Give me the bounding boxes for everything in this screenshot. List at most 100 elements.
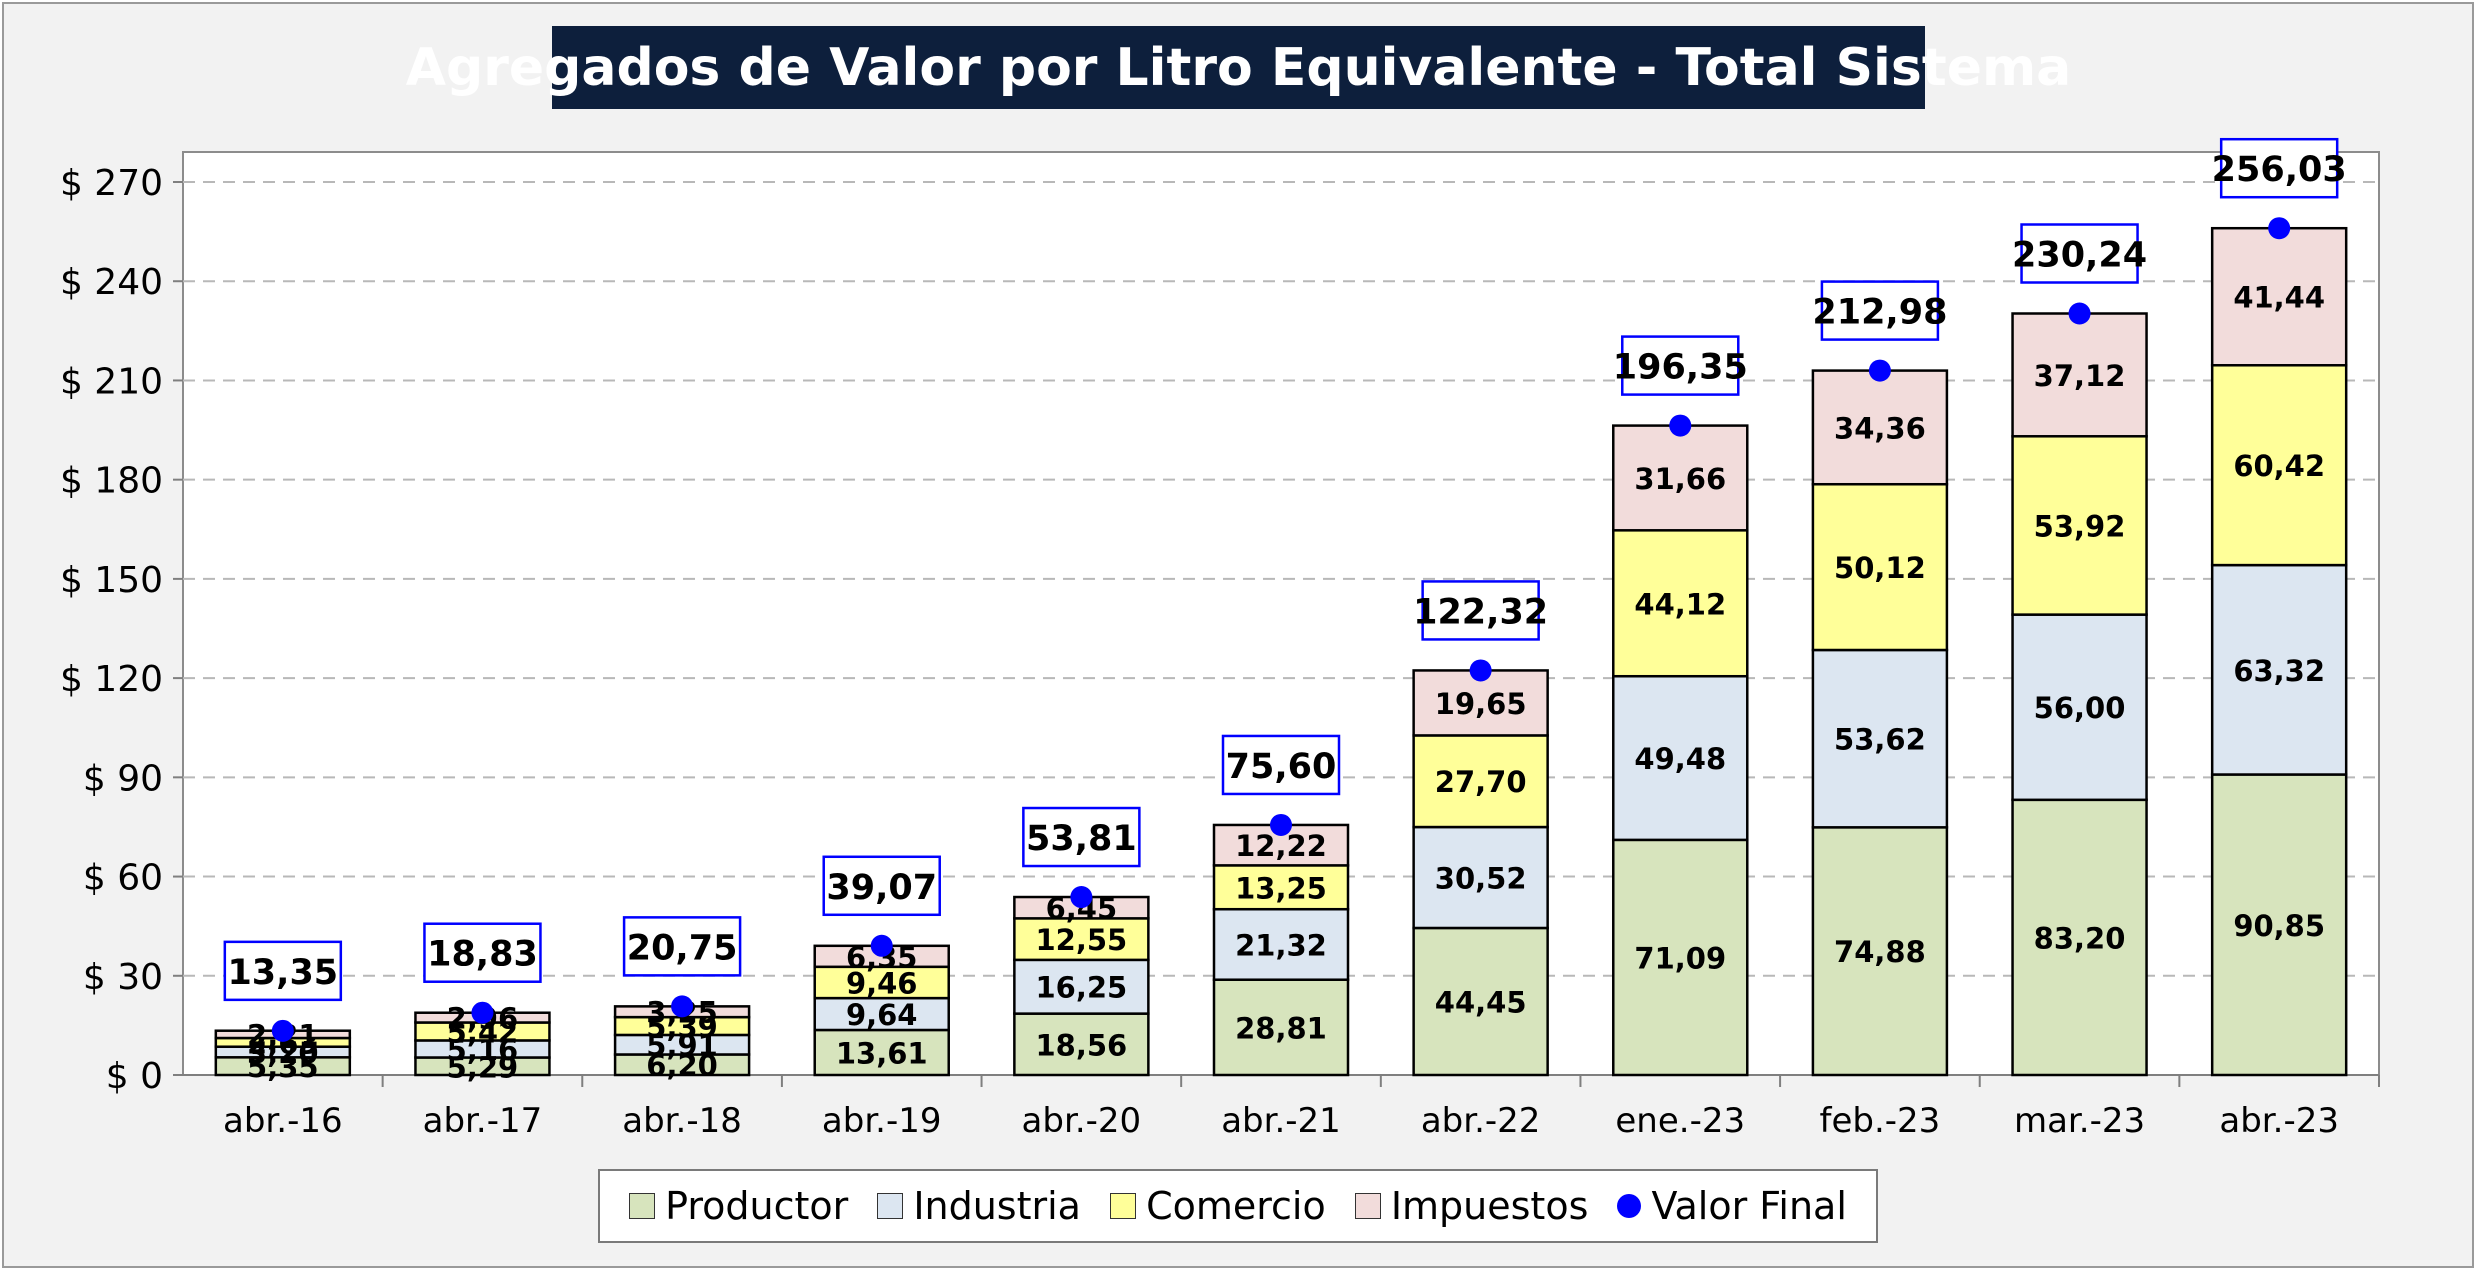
- bar-segment: [813, 965, 950, 1000]
- valor-final-point: [471, 1001, 494, 1024]
- data-label: 53,92: [2034, 509, 2126, 543]
- total-label-box: [2020, 223, 2139, 284]
- valor-final-point: [2268, 217, 2291, 240]
- data-label: 63,32: [2233, 654, 2325, 688]
- legend-label-productor: Productor: [665, 1184, 849, 1228]
- bar-segment: [813, 996, 950, 1032]
- data-label: 44,45: [1435, 985, 1527, 1019]
- legend-item-productor: Productor: [629, 1184, 848, 1228]
- data-label: 31,66: [1634, 462, 1726, 496]
- valor-final-point: [1070, 886, 1093, 909]
- legend-item-comercio: Comercio: [1110, 1184, 1326, 1228]
- bar-segment: [1212, 978, 1350, 1077]
- valor-final-point: [1270, 813, 1292, 836]
- y-tick-label: $ 270: [60, 163, 163, 204]
- legend-swatch-industria: [877, 1193, 904, 1219]
- bar-segment: [1013, 917, 1150, 962]
- data-label: 74,88: [1834, 935, 1926, 969]
- y-tick-label: $ 0: [106, 1056, 163, 1097]
- bar-segment: [1612, 529, 1749, 678]
- total-label: 18,83: [427, 935, 538, 975]
- total-label-box: [1421, 580, 1540, 641]
- total-label: 212,98: [1812, 293, 1947, 333]
- data-label: 9,64: [846, 998, 918, 1032]
- total-label: 196,35: [1613, 348, 1748, 388]
- data-label: 37,12: [2034, 359, 2126, 393]
- y-tick-label: $ 240: [60, 262, 163, 303]
- bar-segment: [1212, 907, 1350, 981]
- bar-segment: [2011, 435, 2148, 616]
- data-label: 28,81: [1235, 1011, 1327, 1045]
- x-tick-label: abr.-18: [622, 1101, 742, 1141]
- bar-segment: [1612, 674, 1749, 842]
- valor-final-point: [1868, 359, 1891, 382]
- data-label: 49,48: [1634, 742, 1726, 776]
- data-label: 34,36: [1834, 411, 1926, 445]
- data-label: 16,25: [1035, 971, 1127, 1005]
- legend-item-impuestos: Impuestos: [1354, 1184, 1589, 1228]
- total-label-box: [622, 916, 742, 977]
- valor-final-point: [1469, 659, 1492, 682]
- data-label: 90,85: [2233, 909, 2325, 943]
- data-label: 18,56: [1035, 1028, 1127, 1062]
- bar-segment: [1811, 826, 1949, 1077]
- legend-label-valor-final: Valor Final: [1651, 1184, 1847, 1228]
- data-label: 56,00: [2034, 691, 2126, 725]
- total-label: 75,60: [1226, 747, 1337, 787]
- bar-segment: [2210, 226, 2348, 367]
- x-tick-label: abr.-21: [1221, 1101, 1341, 1141]
- x-tick-label: ene.-23: [1615, 1101, 1745, 1141]
- valor-final-point: [671, 995, 694, 1018]
- y-tick-label: $ 30: [83, 957, 163, 998]
- legend-item-industria: Industria: [877, 1184, 1081, 1228]
- legend-item-valor-final: Valor Final: [1617, 1184, 1847, 1228]
- total-label: 39,07: [826, 868, 937, 908]
- bar-segment: [2011, 613, 2148, 802]
- y-tick-label: $ 120: [60, 659, 163, 700]
- bar-segment: [1612, 838, 1749, 1077]
- x-tick-label: abr.-19: [822, 1101, 942, 1141]
- y-tick-label: $ 180: [60, 461, 163, 502]
- legend-label-impuestos: Impuestos: [1390, 1184, 1589, 1228]
- data-label: 9,46: [846, 966, 918, 1000]
- data-label: 12,55: [1035, 923, 1127, 957]
- bar-segment: [1811, 482, 1949, 652]
- valor-final-point: [870, 934, 893, 957]
- chart-title: Agregados de Valor por Litro Equivalente…: [406, 26, 2071, 109]
- valor-final-point: [2068, 302, 2091, 325]
- data-label: 41,44: [2233, 281, 2325, 315]
- bar-segment: [1811, 369, 1949, 486]
- bar-segment: [2210, 773, 2348, 1077]
- total-label: 13,35: [227, 953, 338, 993]
- bar-segment: [1412, 734, 1549, 829]
- bar-segment: [1811, 648, 1949, 829]
- data-label: 60,42: [2233, 449, 2325, 483]
- y-tick-label: $ 90: [83, 758, 163, 799]
- bar-segment: [1212, 864, 1350, 911]
- valor-final-point: [1669, 414, 1692, 437]
- x-tick-label: abr.-17: [423, 1101, 543, 1141]
- data-label: 27,70: [1435, 765, 1527, 799]
- valor-final-point: [271, 1019, 294, 1042]
- bar-segment: [813, 1028, 950, 1077]
- data-label: 21,32: [1235, 928, 1327, 962]
- legend-swatch-comercio: [1110, 1193, 1137, 1219]
- bar-segment: [2210, 563, 2348, 776]
- total-label: 256,03: [2212, 150, 2347, 190]
- bar-segment: [2011, 312, 2148, 438]
- data-label: 50,12: [1834, 551, 1926, 585]
- total-label-box: [2219, 137, 2339, 199]
- total-label: 230,24: [2012, 236, 2147, 276]
- data-label: 13,25: [1235, 871, 1327, 905]
- total-label-box: [423, 922, 542, 983]
- data-label: 44,12: [1634, 587, 1726, 621]
- total-label: 122,32: [1413, 592, 1548, 632]
- bar-segment: [2210, 364, 2348, 567]
- x-tick-label: abr.-16: [223, 1101, 343, 1141]
- total-label-box: [822, 855, 941, 917]
- legend-label-industria: Industria: [913, 1184, 1081, 1228]
- total-label-box: [223, 940, 343, 1002]
- chart-legend: Productor Industria Comercio Impuestos V…: [598, 1169, 1878, 1243]
- x-tick-label: abr.-20: [1022, 1101, 1142, 1141]
- bar-segment: [1612, 424, 1749, 532]
